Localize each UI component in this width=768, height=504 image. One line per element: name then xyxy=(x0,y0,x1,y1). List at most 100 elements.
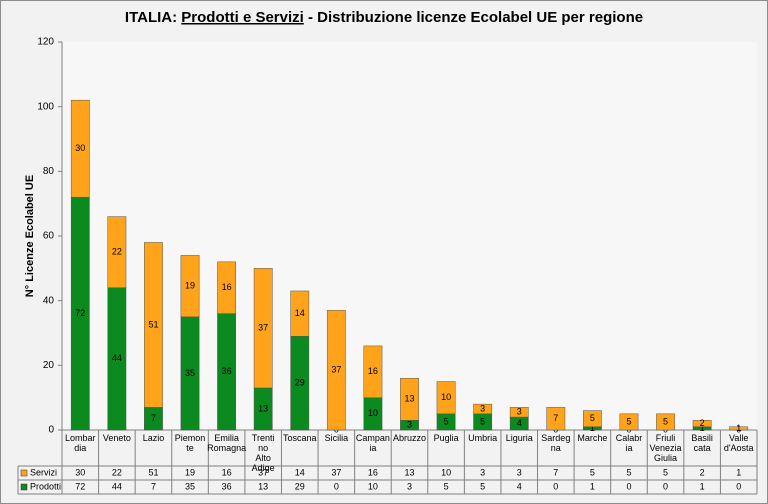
x-tick-label: Campan ia xyxy=(356,433,390,453)
bar-segment xyxy=(144,242,163,408)
table-cell: 0 xyxy=(663,481,668,491)
table-cell: 51 xyxy=(148,467,158,477)
x-tick-label: Liguria xyxy=(506,433,533,443)
value-label: 1 xyxy=(590,423,595,433)
table-cell: 29 xyxy=(295,481,305,491)
bar-segment xyxy=(290,290,310,337)
table-cell: 35 xyxy=(185,481,195,491)
table-cell: 7 xyxy=(151,481,156,491)
bar-segment xyxy=(400,378,419,421)
x-tick-label: Calabr ia xyxy=(616,433,643,453)
value-label: 13 xyxy=(404,394,414,404)
table-cell: 1 xyxy=(700,481,705,491)
table-cell: 3 xyxy=(407,481,412,491)
value-label: 29 xyxy=(295,377,305,387)
value-label: 10 xyxy=(368,408,378,418)
y-tick-label: 0 xyxy=(48,425,54,436)
x-tick-label: Piemon te xyxy=(175,433,206,453)
plot-area xyxy=(62,42,757,430)
value-label: 5 xyxy=(444,416,449,426)
bar-segment xyxy=(729,426,749,431)
bar-segment xyxy=(546,407,566,431)
legend-swatch xyxy=(20,483,28,491)
x-tick-label: Marche xyxy=(577,433,607,443)
table-cell: 0 xyxy=(736,481,741,491)
chart-title: ITALIA: Prodotti e Servizi - Distribuzio… xyxy=(125,9,643,26)
x-tick-label: Toscana xyxy=(283,433,317,443)
table-cell: 22 xyxy=(112,467,122,477)
value-label: 37 xyxy=(258,323,268,333)
value-label: 30 xyxy=(75,143,85,153)
bar-segment xyxy=(217,261,236,314)
table-cell: 5 xyxy=(626,467,631,477)
table-cell: 37 xyxy=(258,467,268,477)
table-cell: 1 xyxy=(736,467,741,477)
table-cell: 2 xyxy=(700,467,705,477)
value-label: 7 xyxy=(151,413,156,423)
value-label: 5 xyxy=(480,416,485,426)
table-cell: 5 xyxy=(590,467,595,477)
value-label: 36 xyxy=(222,366,232,376)
bar-segment xyxy=(326,310,346,431)
table-cell: 10 xyxy=(368,481,378,491)
value-label: 5 xyxy=(626,416,631,426)
table-cell: 5 xyxy=(444,481,449,491)
y-tick-label: 100 xyxy=(37,101,54,112)
table-cell: 0 xyxy=(334,481,339,491)
y-tick-label: 80 xyxy=(43,166,55,177)
x-tick-label: Lombar dia xyxy=(65,433,96,453)
value-label: 44 xyxy=(112,353,122,363)
value-label: 10 xyxy=(441,392,451,402)
bar-segment xyxy=(436,381,456,415)
table-cell: 10 xyxy=(441,467,451,477)
title-part: ITALIA: xyxy=(125,9,177,26)
value-label: 19 xyxy=(185,280,195,290)
x-tick-label: Sicilia xyxy=(325,433,349,443)
table-cell: 13 xyxy=(258,481,268,491)
bar-segment xyxy=(509,407,529,418)
value-label: 4 xyxy=(517,418,522,428)
value-label: 1 xyxy=(736,423,741,433)
x-tick-label: Friuli Venezia Giulia xyxy=(650,433,682,463)
y-tick-label: 60 xyxy=(43,231,55,242)
value-label: 5 xyxy=(663,416,668,426)
x-tick-label: Abruzzo xyxy=(393,433,426,443)
legend-swatch xyxy=(20,469,28,477)
table-cell: 16 xyxy=(222,467,232,477)
x-tick-label: Valle d'Aosta xyxy=(724,433,754,453)
table-cell: 19 xyxy=(185,467,195,477)
table-cell: 7 xyxy=(553,467,558,477)
value-label: 51 xyxy=(148,319,158,329)
table-cell: 4 xyxy=(517,481,522,491)
value-label: 5 xyxy=(590,413,595,423)
x-tick-label: Veneto xyxy=(103,433,131,443)
legend-label: Servizi xyxy=(30,467,57,477)
legend-label: Prodotti xyxy=(30,481,61,491)
table-cell: 5 xyxy=(663,467,668,477)
table-cell: 30 xyxy=(75,467,85,477)
value-label: 37 xyxy=(331,365,341,375)
bar-segment xyxy=(363,345,383,398)
value-label: 16 xyxy=(222,282,232,292)
table-cell: 44 xyxy=(112,481,122,491)
table-cell: 36 xyxy=(222,481,232,491)
bar-segment xyxy=(656,413,675,431)
table-cell: 3 xyxy=(517,467,522,477)
x-tick-label: Sardeg na xyxy=(541,433,570,453)
bar-segment xyxy=(253,268,273,389)
y-tick-label: 120 xyxy=(37,37,54,48)
table-cell: 3 xyxy=(480,467,485,477)
value-label: 3 xyxy=(517,407,522,417)
value-label: 3 xyxy=(480,403,485,413)
x-tick-label: Trenti no Alto Adige xyxy=(252,433,275,473)
y-tick-label: 40 xyxy=(43,295,55,306)
value-label: 1 xyxy=(700,423,705,433)
table-cell: 14 xyxy=(295,467,305,477)
bar-segment xyxy=(619,413,639,431)
bar-segment xyxy=(107,216,127,288)
x-tick-label: Basili cata xyxy=(691,433,713,453)
bar-segment xyxy=(692,420,712,428)
value-label: 14 xyxy=(295,308,305,318)
table-cell: 0 xyxy=(626,481,631,491)
